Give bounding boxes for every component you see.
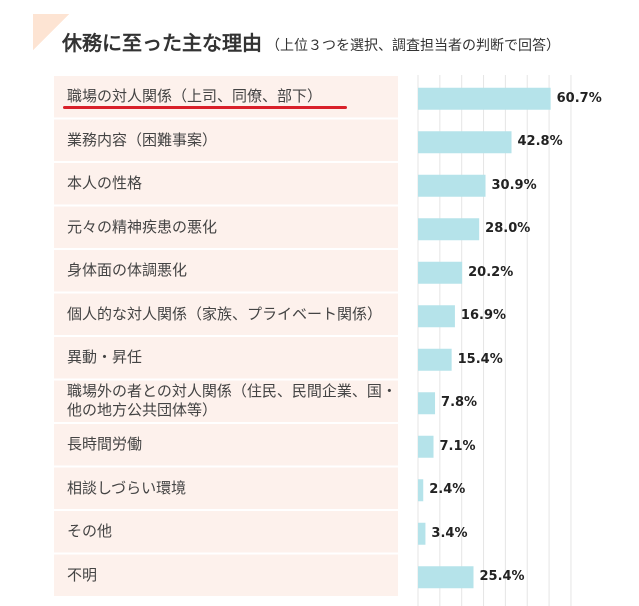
value-label: 25.4% xyxy=(479,569,525,585)
category-row-background xyxy=(54,206,398,248)
category-label: 身体面の体調悪化 xyxy=(67,250,397,292)
chart-title-main: 休務に至った主な理由 xyxy=(62,31,262,55)
bar xyxy=(418,392,436,415)
bar xyxy=(418,566,474,589)
category-label: 相談しづらい環境 xyxy=(67,468,397,510)
value-label: 28.0% xyxy=(485,221,531,237)
category-label: 不明 xyxy=(67,555,397,597)
bar xyxy=(418,218,480,241)
bar xyxy=(418,348,452,371)
category-label-text: 不明 xyxy=(67,565,98,584)
category-row-background xyxy=(54,76,398,118)
category-label-text: 本人の性格 xyxy=(67,174,143,193)
bar xyxy=(418,131,512,154)
category-row-background xyxy=(54,380,398,422)
category-row-background xyxy=(54,467,398,509)
category-label: 元々の精神疾患の悪化 xyxy=(67,207,397,249)
value-label: 2.4% xyxy=(429,482,466,498)
category-label-text: 職場の対人関係（上司、同僚、部下） xyxy=(67,87,323,106)
bar xyxy=(418,305,455,328)
category-label-text: 異動・昇任 xyxy=(67,348,143,367)
value-label: 3.4% xyxy=(431,525,468,541)
bar xyxy=(418,479,424,502)
title-corner-decoration xyxy=(33,14,69,50)
category-label-text: 個人的な対人関係（家族、プライベート関係） xyxy=(67,304,383,323)
category-label-text: 元々の精神疾患の悪化 xyxy=(67,217,218,236)
highlight-underline xyxy=(63,106,347,109)
value-label: 60.7% xyxy=(556,90,602,106)
bar xyxy=(418,174,486,197)
category-label: その他 xyxy=(67,511,397,553)
category-label: 業務内容（困難事案） xyxy=(67,120,397,162)
category-label-text: 長時間労働 xyxy=(67,435,143,454)
category-row-background xyxy=(54,119,398,161)
value-label: 30.9% xyxy=(491,177,537,193)
category-label: 職場外の者との対人関係（住民、民間企業、国・他の地方公共団体等） xyxy=(67,381,397,423)
value-label: 7.1% xyxy=(439,438,476,454)
category-row-background xyxy=(54,250,398,292)
value-label: 20.2% xyxy=(468,264,514,280)
category-row-background xyxy=(54,163,398,205)
category-label-text: 業務内容（困難事案） xyxy=(67,130,218,149)
category-row-background xyxy=(54,293,398,335)
value-label: 16.9% xyxy=(460,308,507,324)
bar xyxy=(418,87,551,110)
bar xyxy=(418,435,434,458)
category-label: 長時間労働 xyxy=(67,424,397,466)
category-label-text: その他 xyxy=(67,522,113,541)
category-label: 異動・昇任 xyxy=(67,337,397,379)
bar xyxy=(418,522,426,545)
category-row-background xyxy=(54,337,398,379)
value-label: 7.8% xyxy=(441,395,478,411)
category-label: 本人の性格 xyxy=(67,163,397,205)
category-label: 個人的な対人関係（家族、プライベート関係） xyxy=(67,294,397,336)
category-row-background xyxy=(54,554,398,596)
chart-subtitle: （上位３つを選択、調査担当者の判断で回答） xyxy=(266,38,560,54)
category-row-background xyxy=(54,424,398,466)
category-row-background xyxy=(54,511,398,553)
bar xyxy=(418,261,463,284)
category-label-text: 職場外の者との対人関係（住民、民間企業、国・他の地方公共団体等） xyxy=(67,382,397,420)
value-label: 15.4% xyxy=(457,351,503,367)
category-label: 職場の対人関係（上司、同僚、部下） xyxy=(67,76,397,118)
value-label: 42.8% xyxy=(517,134,563,150)
category-label-text: 身体面の体調悪化 xyxy=(67,261,188,280)
category-label-text: 相談しづらい環境 xyxy=(67,478,187,497)
chart-title: 休務に至った主な理由 （上位３つを選択、調査担当者の判断で回答） xyxy=(62,27,560,56)
